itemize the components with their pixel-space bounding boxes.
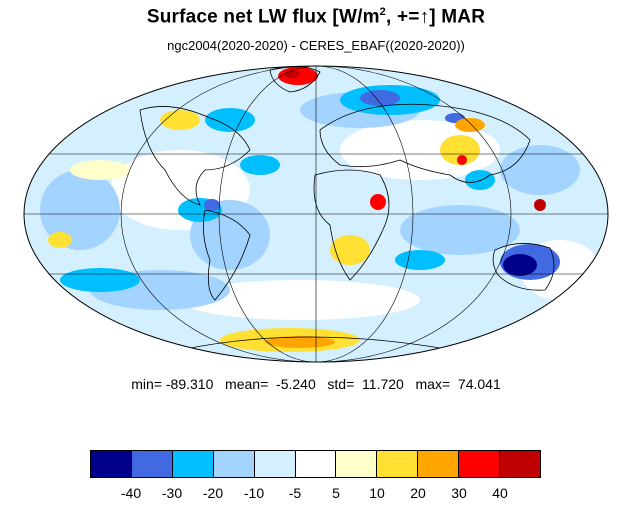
- legend-color-box: [295, 451, 337, 477]
- field-patch: [40, 170, 120, 250]
- field-patch: [465, 170, 495, 190]
- field-patch: [457, 155, 467, 165]
- statistics-line: min= -89.310 mean= -5.240 std= 11.720 ma…: [131, 376, 501, 392]
- legend-color-box: [172, 451, 214, 477]
- legend-tick-label: -5: [288, 485, 302, 501]
- graticule: [24, 66, 608, 362]
- legend-tick-label: -20: [202, 485, 224, 501]
- field-patch: [370, 194, 386, 210]
- legend-color-box: [254, 451, 296, 477]
- legend-tick-label: 5: [332, 485, 340, 501]
- field-patch: [205, 108, 255, 132]
- field-patch: [240, 155, 280, 175]
- field-patch: [48, 232, 72, 248]
- legend-color-box: [213, 451, 255, 477]
- legend-tick-label: 30: [451, 485, 467, 501]
- plot-subtitle: ngc2004(2020-2020) - CERES_EBAF((2020-20…: [167, 38, 465, 53]
- field-patch: [503, 254, 537, 276]
- field-patch: [330, 235, 370, 265]
- legend-color-box: [91, 451, 132, 477]
- field-patch: [395, 250, 445, 270]
- field-patch: [534, 199, 546, 211]
- field-patch: [180, 280, 420, 320]
- legend-tick-label: 10: [369, 485, 385, 501]
- field-patch: [60, 268, 140, 292]
- color-legend: [90, 450, 541, 478]
- world-map: [23, 65, 609, 363]
- australia-coast: [492, 243, 555, 291]
- meridian-line: [218, 66, 414, 362]
- south-america-coast: [202, 209, 251, 301]
- eurasia-coast: [319, 103, 531, 183]
- map-outline: [23, 65, 609, 363]
- field-patch: [500, 145, 580, 195]
- meridian-line: [120, 66, 512, 362]
- legend-color-box: [500, 451, 540, 477]
- field-patch: [284, 70, 300, 78]
- north-america-coast: [139, 106, 251, 206]
- legend-color-box: [336, 451, 378, 477]
- field-patch: [455, 118, 485, 132]
- field-patch: [160, 110, 200, 130]
- legend-color-box: [377, 451, 419, 477]
- legend-color-box: [131, 451, 173, 477]
- legend-tick-label: 40: [492, 485, 508, 501]
- field-patch: [440, 135, 480, 165]
- legend-tick-label: 20: [410, 485, 426, 501]
- africa-coast: [313, 169, 390, 281]
- field-layer: [40, 67, 600, 352]
- field-patch: [400, 205, 520, 255]
- field-patch: [360, 90, 400, 106]
- legend-color-box: [459, 451, 501, 477]
- legend-tick-label: -10: [243, 485, 265, 501]
- field-patch: [204, 199, 220, 211]
- legend-color-box: [418, 451, 460, 477]
- legend-tick-label: -40: [120, 485, 142, 501]
- field-patch: [70, 160, 130, 180]
- plot-title: Surface net LW flux [W/m2, +=↑] MAR: [146, 6, 486, 28]
- legend-tick-label: -30: [161, 485, 183, 501]
- field-patch: [265, 336, 335, 348]
- antarctica-coast: [179, 336, 441, 351]
